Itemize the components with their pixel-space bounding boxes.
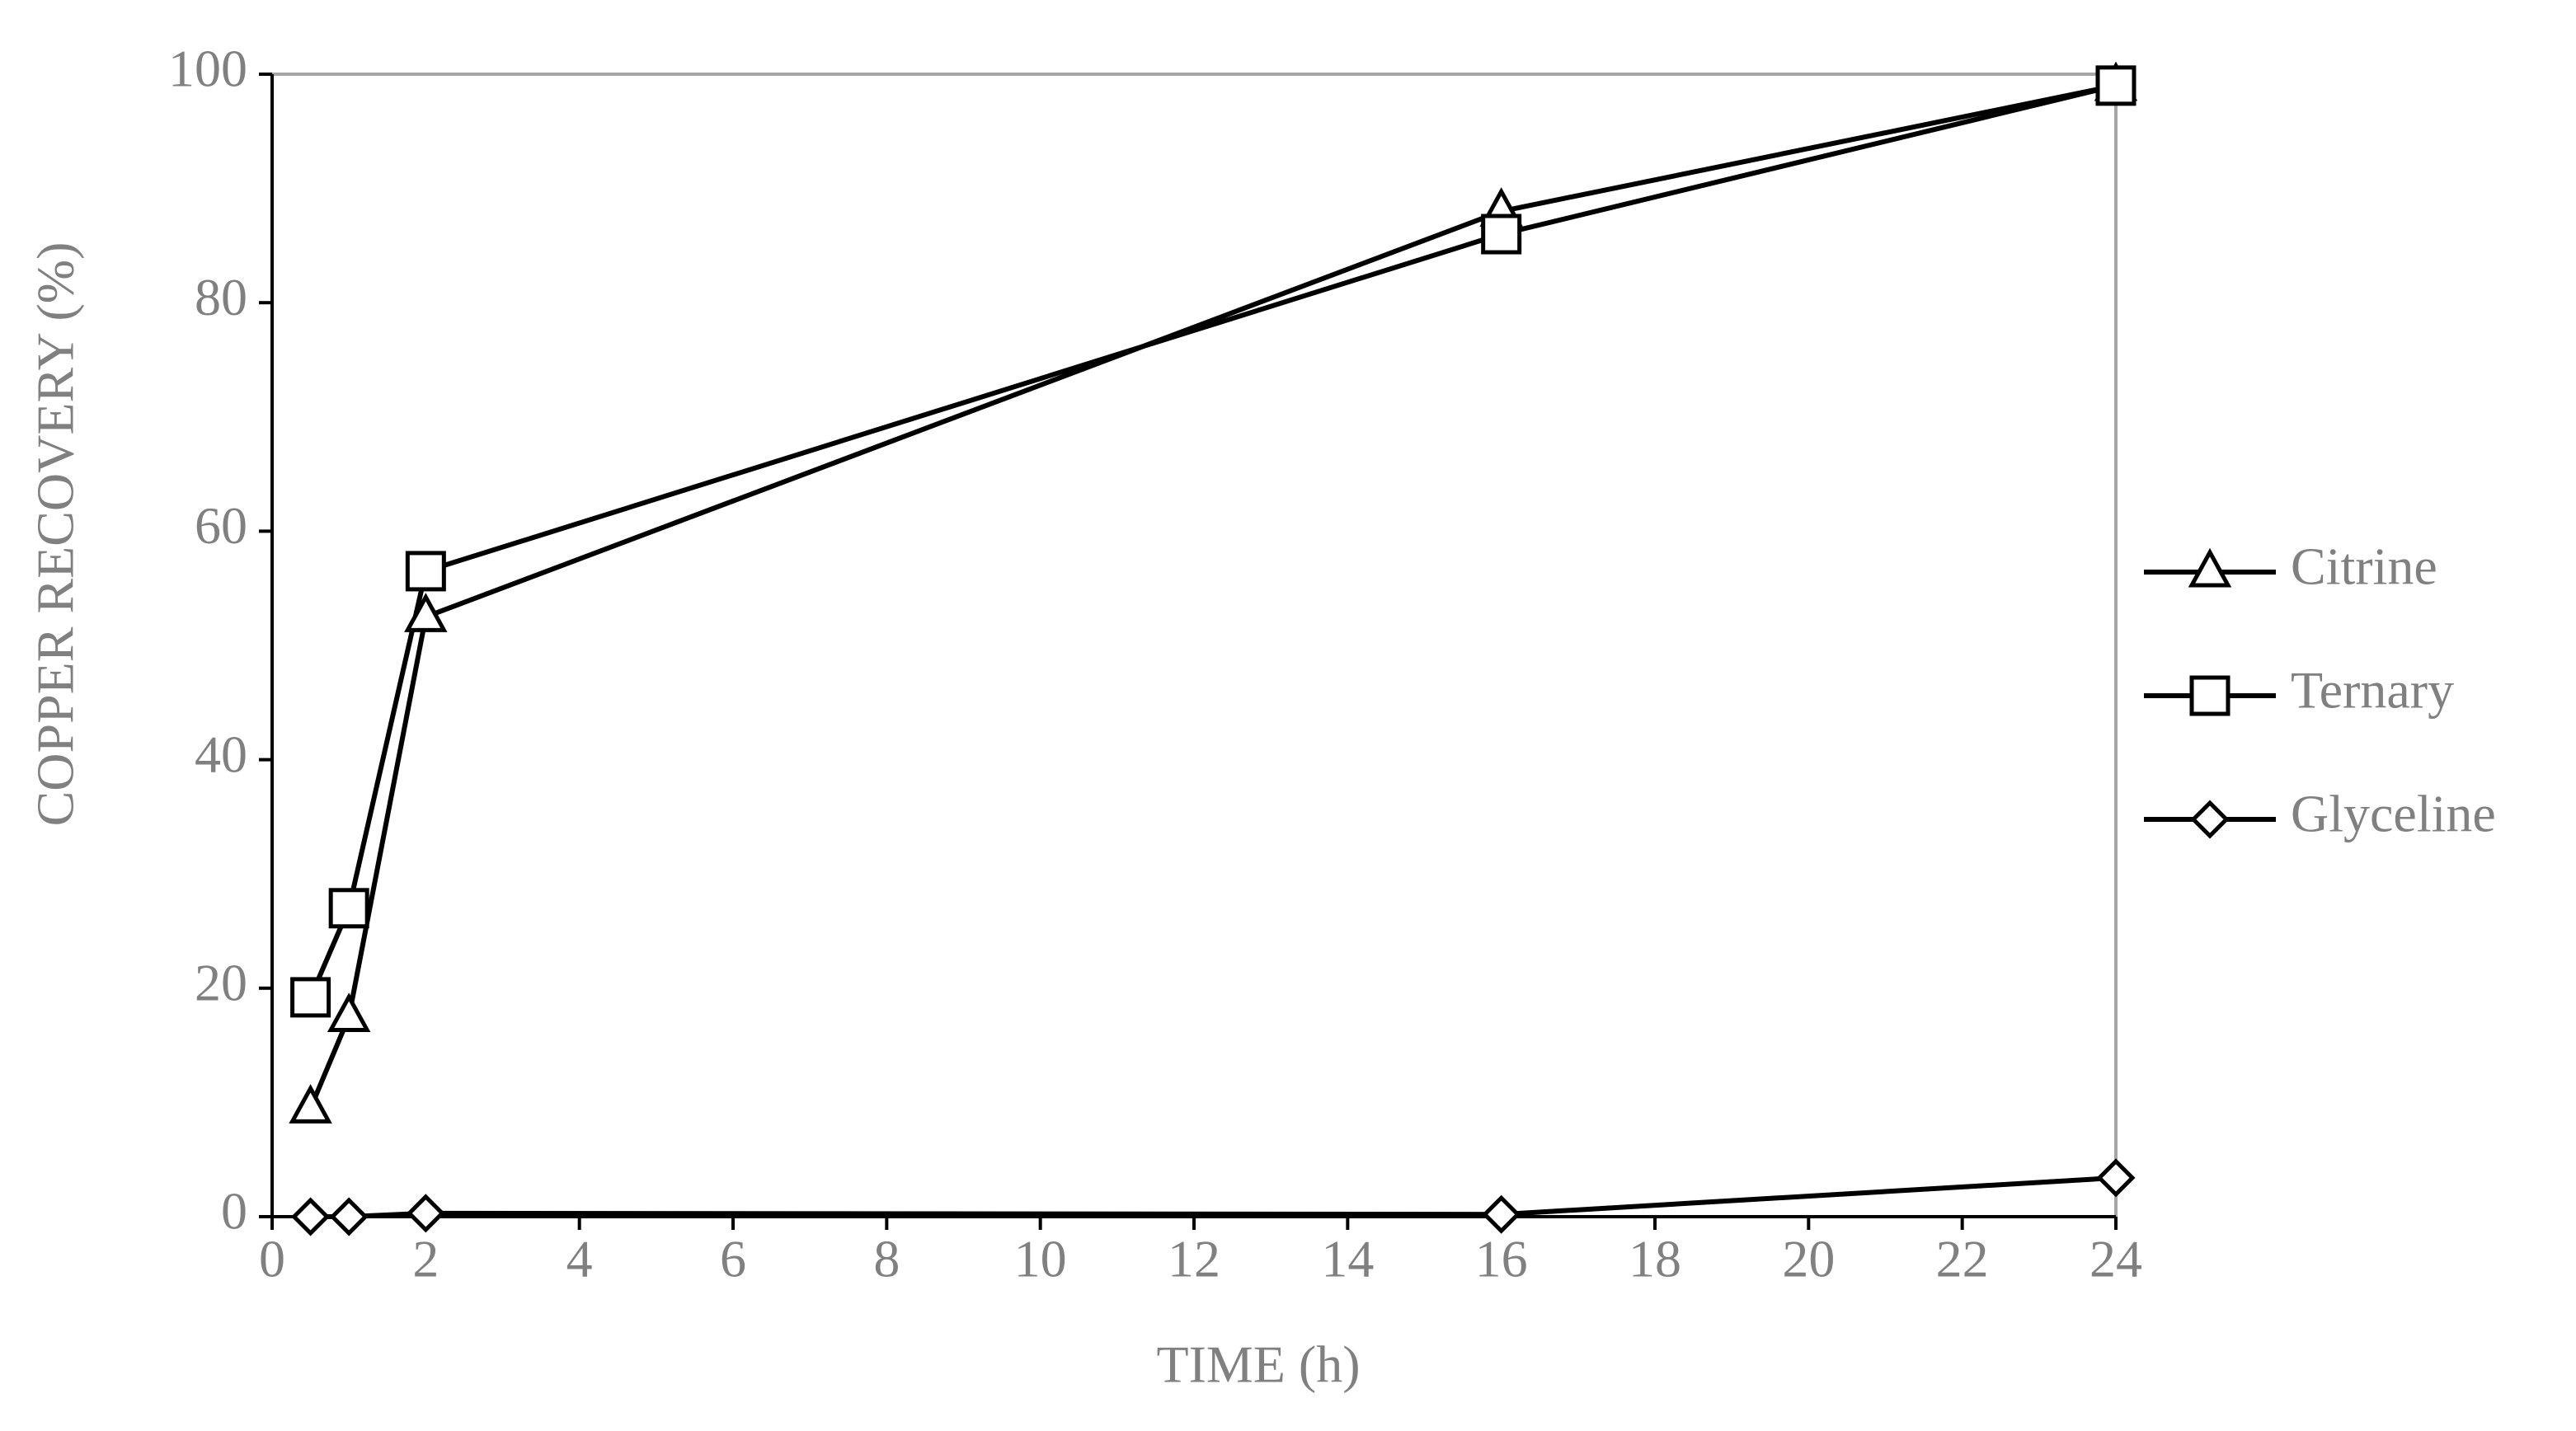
- x-tick-label: 16: [1475, 1230, 1528, 1288]
- marker: [404, 593, 448, 632]
- marker: [328, 888, 369, 929]
- legend-marker: [2190, 800, 2230, 839]
- series-line: [308, 82, 2117, 1110]
- x-tick-label: 22: [1936, 1230, 1989, 1288]
- y-tick-label: 80: [195, 268, 247, 326]
- legend-marker: [2189, 675, 2230, 716]
- x-tick-label: 24: [2089, 1230, 2142, 1288]
- x-tick-label: 20: [1782, 1230, 1835, 1288]
- y-axis-title: COPPER RECOVERY (%): [26, 242, 85, 827]
- series-line: [308, 82, 2117, 999]
- marker: [290, 977, 331, 1018]
- x-tick-label: 6: [720, 1230, 746, 1288]
- x-tick-label: 12: [1168, 1230, 1220, 1288]
- x-tick-label: 8: [873, 1230, 900, 1288]
- marker: [329, 1197, 369, 1236]
- y-tick-label: 60: [195, 496, 247, 555]
- x-axis-title: TIME (h): [1156, 1335, 1360, 1394]
- x-tick-label: 0: [259, 1230, 285, 1288]
- marker: [405, 551, 446, 592]
- marker: [2095, 65, 2136, 106]
- x-tick-label: 2: [412, 1230, 439, 1288]
- marker: [1482, 1194, 1521, 1234]
- x-tick-label: 4: [566, 1230, 593, 1288]
- x-tick-label: 14: [1321, 1230, 1374, 1288]
- x-tick-label: 10: [1014, 1230, 1067, 1288]
- x-tick-label: 18: [1629, 1230, 1681, 1288]
- y-tick-label: 100: [168, 40, 247, 98]
- legend-label: Citrine: [2291, 537, 2437, 596]
- marker: [2096, 1158, 2136, 1198]
- marker: [1481, 213, 1522, 255]
- marker: [406, 1194, 445, 1233]
- y-tick-label: 0: [221, 1182, 247, 1241]
- marker: [327, 992, 371, 1032]
- y-tick-label: 40: [195, 725, 247, 783]
- y-tick-label: 20: [195, 953, 247, 1011]
- legend-label: Glyceline: [2291, 785, 2496, 843]
- marker: [289, 1084, 332, 1124]
- series-line: [310, 1175, 2117, 1219]
- legend-label: Ternary: [2291, 661, 2454, 720]
- marker: [291, 1197, 331, 1236]
- legend-marker: [2188, 547, 2232, 588]
